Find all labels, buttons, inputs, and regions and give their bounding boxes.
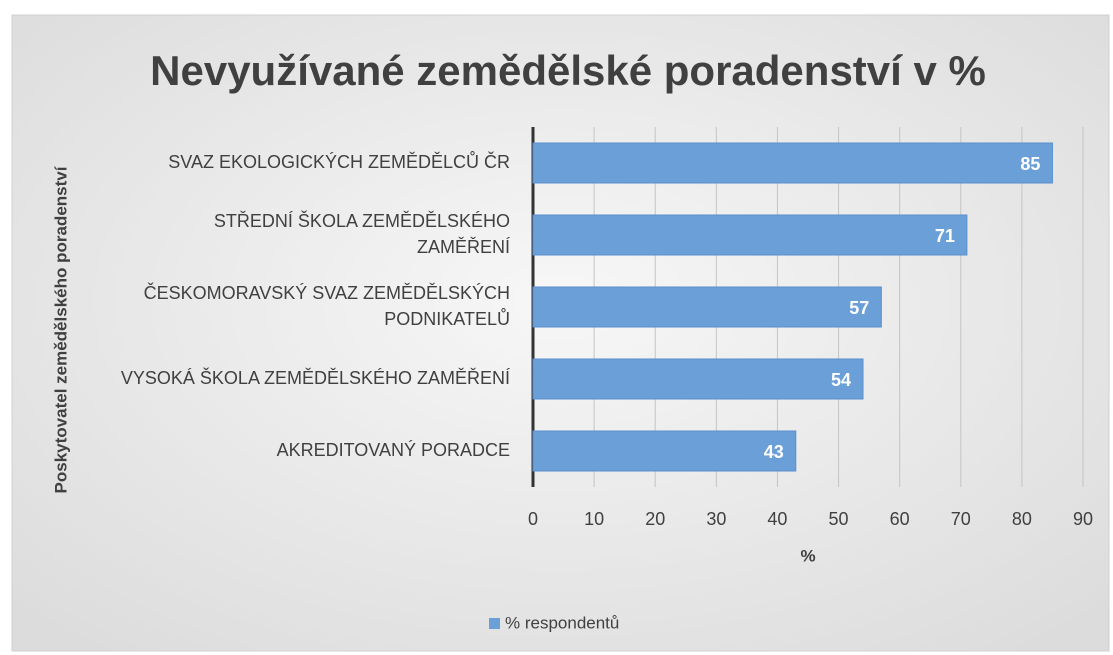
y-tick-label: AKREDITOVANÝ PORADCE: [277, 440, 510, 460]
x-tick-label: 30: [706, 509, 726, 529]
x-tick-label: 80: [1012, 509, 1032, 529]
x-tick-label: 20: [645, 509, 665, 529]
bar: [532, 358, 864, 400]
bar: [532, 142, 1053, 184]
chart-background: [11, 14, 1110, 652]
bar: [532, 214, 968, 256]
x-tick-label: 0: [528, 509, 538, 529]
y-tick-label: VYSOKÁ ŠKOLA ZEMĚDĚLSKÉHO ZAMĚŘENÍ: [121, 367, 510, 388]
y-axis-title: Poskytovatel zemědělského poradenství: [51, 165, 70, 493]
bar: [532, 430, 797, 472]
data-label: 85: [1020, 154, 1040, 174]
y-tick-label: ČESKOMORAVSKÝ SVAZ ZEMĚDĚLSKÝCH PODNIKATE…: [144, 282, 510, 329]
legend-swatch: [489, 618, 500, 629]
data-label: 71: [935, 226, 955, 246]
x-tick-label: 50: [829, 509, 849, 529]
data-label: 54: [831, 370, 851, 390]
data-label: 43: [764, 442, 784, 462]
x-tick-label: 10: [584, 509, 604, 529]
chart-title: Nevyužívané zemědělské poradenství v %: [150, 47, 986, 94]
bar: [532, 286, 882, 328]
x-tick-label: 40: [767, 509, 787, 529]
data-label: 57: [849, 298, 869, 318]
y-tick-label: STŘEDNÍ ŠKOLA ZEMĚDĚLSKÉHO ZAMĚŘENÍ: [214, 210, 510, 257]
x-tick-label: 70: [951, 509, 971, 529]
x-tick-label: 90: [1073, 509, 1093, 529]
y-tick-label: SVAZ EKOLOGICKÝCH ZEMĚDĚLCŮ ČR: [168, 151, 510, 172]
x-axis-title: %: [800, 546, 815, 565]
legend-label: % respondentů: [505, 613, 619, 632]
x-tick-label: 60: [890, 509, 910, 529]
